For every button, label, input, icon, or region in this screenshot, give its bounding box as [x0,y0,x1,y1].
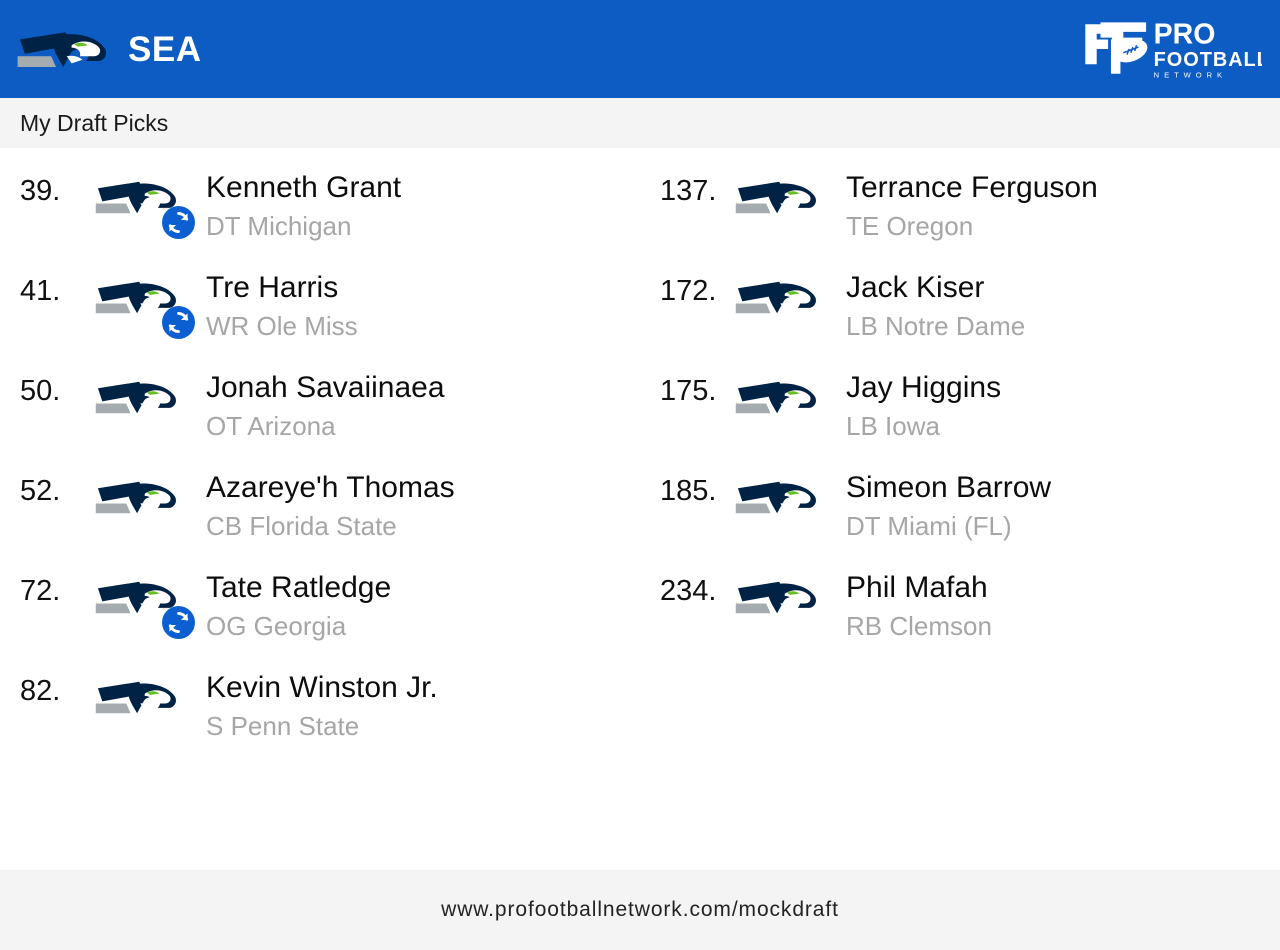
player-name: Jonah Savaiinaea [206,371,445,404]
pick-number: 82. [20,675,61,707]
pick-number: 41. [20,275,61,307]
pick-info: Jack Kiser LB Notre Dame [846,268,1025,344]
pick-number: 175. [660,375,717,407]
pick-logo-wrap [732,168,846,230]
player-position-school: LB Notre Dame [846,311,1026,341]
page-title: My Draft Picks [20,109,169,136]
player-position-school: DT Miami (FL) [846,511,1012,541]
pick-number: 137. [660,175,717,207]
player-position-school: CB Florida State [206,511,397,541]
seahawks-logo-icon [95,181,176,214]
pick-info: Simeon Barrow DT Miami (FL) [846,468,1051,544]
pick-info: Tate Ratledge OG Georgia [206,568,391,644]
page-header: SEA PRO FOOTBALL NETWORK [0,0,1280,98]
picks-column-right: 137. [660,168,1260,668]
picks-column-left: 39. [20,168,640,768]
pick-number: 185. [660,475,717,507]
player-name: Kevin Winston Jr. [206,671,438,704]
pick-row[interactable]: 52. [20,468,640,568]
player-name: Jack Kiser [846,271,985,304]
seahawks-logo-icon [735,281,816,314]
player-position-school: OT Arizona [206,411,336,441]
pick-logo-wrap [732,468,846,530]
svg-text:PRO: PRO [1154,18,1216,50]
pick-row[interactable]: 50. [20,368,640,468]
pick-info: Tre Harris WR Ole Miss [206,268,358,344]
pick-logo-wrap [92,468,206,530]
pick-logo-wrap [92,168,206,239]
pick-number: 72. [20,575,61,607]
pick-info: Jay Higgins LB Iowa [846,368,1001,444]
player-position-school: OG Georgia [206,611,347,641]
trade-swap-icon [162,306,195,339]
trade-swap-icon [162,206,195,239]
svg-text:NETWORK: NETWORK [1154,70,1227,79]
seahawks-logo-icon [95,581,176,614]
player-name: Tre Harris [206,271,339,304]
player-position-school: WR Ole Miss [206,311,358,341]
seahawks-logo-icon [95,481,176,514]
pick-logo-wrap [732,568,846,630]
section-header-bar: My Draft Picks [0,98,1280,148]
pick-row[interactable]: 82. [20,668,640,768]
seahawks-logo-icon [95,681,176,714]
pro-football-network-logo-icon: PRO FOOTBALL NETWORK [1072,11,1269,85]
pick-info: Kenneth Grant DT Michigan [206,168,401,244]
draft-picks-list: 39. [0,148,1280,870]
pick-number: 52. [20,475,61,507]
team-abbreviation: SEA [128,29,202,69]
pick-info: Jonah Savaiinaea OT Arizona [206,368,445,444]
pick-logo-wrap [732,368,846,430]
seahawks-logo-icon [735,381,816,414]
pick-logo-wrap [92,668,206,730]
pick-row[interactable]: 72. [20,568,640,668]
trade-swap-icon [162,606,195,639]
team-identity: SEA [14,21,201,77]
svg-text:FOOTBALL: FOOTBALL [1154,49,1262,71]
pick-number: 50. [20,375,61,407]
pick-number: 172. [660,275,717,307]
seahawks-logo-icon [735,481,816,514]
pick-row[interactable]: 175. [660,368,1260,468]
pick-logo-wrap [92,368,206,430]
player-name: Simeon Barrow [846,471,1052,504]
player-name: Azareye'h Thomas [206,471,455,504]
player-position-school: TE Oregon [846,211,974,241]
player-position-school: S Penn State [206,711,360,741]
player-position-school: DT Michigan [206,211,352,241]
seahawks-logo-icon [95,281,176,314]
seahawks-logo-icon [14,21,110,77]
pick-number: 39. [20,175,61,207]
pick-row[interactable]: 185. [660,468,1260,568]
player-name: Tate Ratledge [206,571,392,604]
pick-info: Azareye'h Thomas CB Florida State [206,468,455,544]
footer-url: www.profootballnetwork.com/mockdraft [441,898,839,921]
seahawks-logo-icon [95,381,176,414]
pick-logo-wrap [92,568,206,639]
seahawks-logo-icon [735,581,816,614]
player-name: Jay Higgins [846,371,1002,404]
player-position-school: LB Iowa [846,411,940,441]
pick-row[interactable]: 39. [20,168,640,268]
page-footer: www.profootballnetwork.com/mockdraft [0,870,1280,950]
player-name: Kenneth Grant [206,171,402,204]
player-name: Terrance Ferguson [846,171,1098,204]
player-position-school: RB Clemson [846,611,992,641]
player-name: Phil Mafah [846,571,988,604]
pick-info: Phil Mafah RB Clemson [846,568,992,644]
pick-row[interactable]: 172. [660,268,1260,368]
seahawks-logo-icon [735,181,816,214]
pick-row[interactable]: 234. [660,568,1260,668]
pick-logo-wrap [92,268,206,339]
pick-row[interactable]: 41. [20,268,640,368]
pick-number: 234. [660,575,717,607]
pick-info: Terrance Ferguson TE Oregon [846,168,1098,244]
pick-row[interactable]: 137. [660,168,1260,268]
pick-info: Kevin Winston Jr. S Penn State [206,668,438,744]
pick-logo-wrap [732,268,846,330]
